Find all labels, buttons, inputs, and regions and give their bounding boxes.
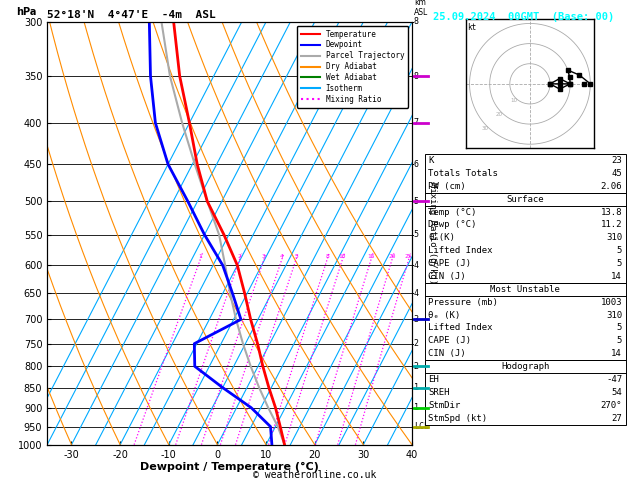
Text: 27: 27 <box>611 414 622 423</box>
Text: 23: 23 <box>611 156 622 165</box>
Text: LCL: LCL <box>414 422 429 431</box>
Text: 2: 2 <box>414 362 419 371</box>
Text: 5: 5 <box>616 259 622 268</box>
Text: 25.09.2024  00GMT  (Base: 00): 25.09.2024 00GMT (Base: 00) <box>433 12 615 22</box>
Text: 52°18'N  4°47'E  -4m  ASL: 52°18'N 4°47'E -4m ASL <box>47 10 216 20</box>
Text: 10: 10 <box>510 98 517 103</box>
Text: 3: 3 <box>262 254 266 260</box>
Text: 11.2: 11.2 <box>601 220 622 229</box>
Text: 4: 4 <box>414 261 419 270</box>
Text: 3: 3 <box>414 315 419 324</box>
Text: 13.8: 13.8 <box>601 208 622 217</box>
Text: 45: 45 <box>611 169 622 178</box>
Text: Totals Totals: Totals Totals <box>428 169 498 178</box>
Text: CIN (J): CIN (J) <box>428 272 466 281</box>
Text: 4: 4 <box>414 289 419 298</box>
Text: 14: 14 <box>611 272 622 281</box>
Text: 310: 310 <box>606 311 622 320</box>
X-axis label: Dewpoint / Temperature (°C): Dewpoint / Temperature (°C) <box>140 462 319 472</box>
Text: K: K <box>428 156 434 165</box>
Text: Pressure (mb): Pressure (mb) <box>428 297 498 307</box>
Y-axis label: Mixing Ratio (g/kg): Mixing Ratio (g/kg) <box>428 182 437 284</box>
Text: 2.06: 2.06 <box>601 182 622 191</box>
Text: Dewp (°C): Dewp (°C) <box>428 220 477 229</box>
Text: 20: 20 <box>496 112 503 117</box>
Text: PW (cm): PW (cm) <box>428 182 466 191</box>
Text: CAPE (J): CAPE (J) <box>428 336 471 346</box>
Text: kt: kt <box>467 23 477 33</box>
Text: 6: 6 <box>414 160 419 169</box>
Text: 10: 10 <box>338 254 346 260</box>
Text: 2: 2 <box>238 254 242 260</box>
Text: CIN (J): CIN (J) <box>428 349 466 358</box>
Text: SREH: SREH <box>428 388 450 397</box>
Text: 5: 5 <box>414 230 419 239</box>
Text: Lifted Index: Lifted Index <box>428 323 493 332</box>
Text: 25: 25 <box>405 254 413 260</box>
Text: 270°: 270° <box>601 400 622 410</box>
Text: CAPE (J): CAPE (J) <box>428 259 471 268</box>
Text: 310: 310 <box>606 233 622 243</box>
Text: 8: 8 <box>325 254 329 260</box>
Text: 1: 1 <box>414 383 419 392</box>
Text: StmDir: StmDir <box>428 400 460 410</box>
Text: 1: 1 <box>414 403 419 412</box>
Text: 5: 5 <box>294 254 298 260</box>
Text: © weatheronline.co.uk: © weatheronline.co.uk <box>253 470 376 480</box>
Text: km
ASL: km ASL <box>414 0 428 17</box>
Text: 4: 4 <box>280 254 284 260</box>
Text: Temp (°C): Temp (°C) <box>428 208 477 217</box>
Text: Most Unstable: Most Unstable <box>490 285 560 294</box>
Text: 5: 5 <box>616 323 622 332</box>
Text: 1003: 1003 <box>601 297 622 307</box>
Text: Hodograph: Hodograph <box>501 362 549 371</box>
Text: 8: 8 <box>414 17 419 26</box>
Text: 8: 8 <box>414 71 419 81</box>
Legend: Temperature, Dewpoint, Parcel Trajectory, Dry Adiabat, Wet Adiabat, Isotherm, Mi: Temperature, Dewpoint, Parcel Trajectory… <box>297 26 408 108</box>
Text: 30: 30 <box>482 126 489 131</box>
Text: 5: 5 <box>616 246 622 255</box>
Text: 7: 7 <box>414 119 419 127</box>
Text: 5: 5 <box>414 197 419 206</box>
Text: 2: 2 <box>414 339 419 348</box>
Text: 20: 20 <box>388 254 396 260</box>
Text: 54: 54 <box>611 388 622 397</box>
Text: EH: EH <box>428 375 439 384</box>
Text: -47: -47 <box>606 375 622 384</box>
Text: StmSpd (kt): StmSpd (kt) <box>428 414 487 423</box>
Text: θₑ(K): θₑ(K) <box>428 233 455 243</box>
Text: 15: 15 <box>367 254 375 260</box>
Text: θₑ (K): θₑ (K) <box>428 311 460 320</box>
Text: 14: 14 <box>611 349 622 358</box>
Text: Lifted Index: Lifted Index <box>428 246 493 255</box>
Text: 1: 1 <box>198 254 202 260</box>
Text: Surface: Surface <box>506 194 544 204</box>
Text: hPa: hPa <box>16 7 36 17</box>
Text: 5: 5 <box>616 336 622 346</box>
